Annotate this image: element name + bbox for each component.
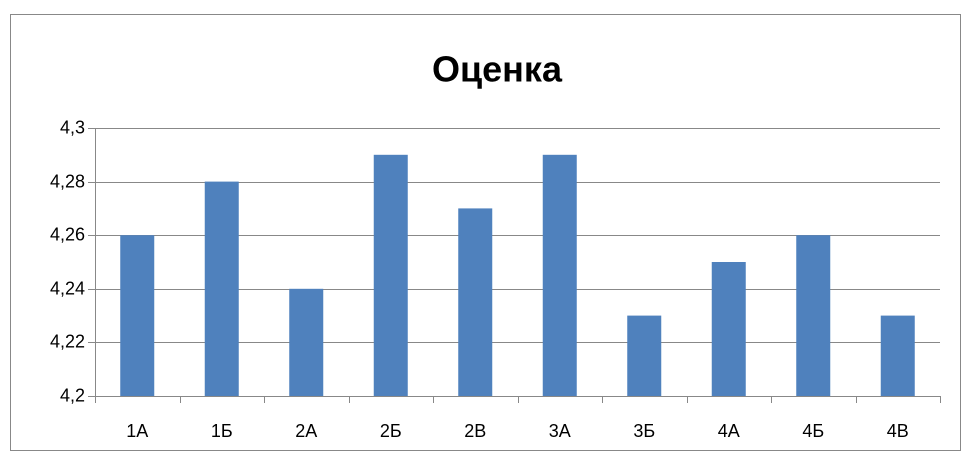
bar [373, 154, 408, 396]
bar [542, 154, 577, 396]
bar [289, 288, 324, 396]
bar [711, 262, 746, 396]
x-tick-label: 3Б [633, 421, 655, 441]
bar [880, 315, 915, 396]
x-tick-label: 2А [295, 421, 317, 441]
y-tick-label: 4,3 [60, 117, 85, 137]
y-tick-label: 4,26 [50, 224, 85, 244]
x-tick-label: 4В [887, 421, 909, 441]
x-tick-label: 4Б [802, 421, 824, 441]
y-tick-label: 4,24 [50, 278, 85, 298]
bar [204, 181, 239, 396]
x-tick-label: 4А [718, 421, 740, 441]
bar [627, 315, 662, 396]
x-tick-label: 2Б [380, 421, 402, 441]
bar [120, 235, 155, 396]
x-tick-label: 3А [549, 421, 571, 441]
y-tick-label: 4,2 [60, 385, 85, 405]
x-tick-label: 1А [126, 421, 148, 441]
x-tick-label: 1Б [211, 421, 233, 441]
bar [458, 208, 493, 396]
y-tick-label: 4,28 [50, 171, 85, 191]
bar [796, 235, 831, 396]
x-tick-label: 2В [464, 421, 486, 441]
y-tick-label: 4,22 [50, 331, 85, 351]
chart-title: Оценка [432, 49, 563, 90]
